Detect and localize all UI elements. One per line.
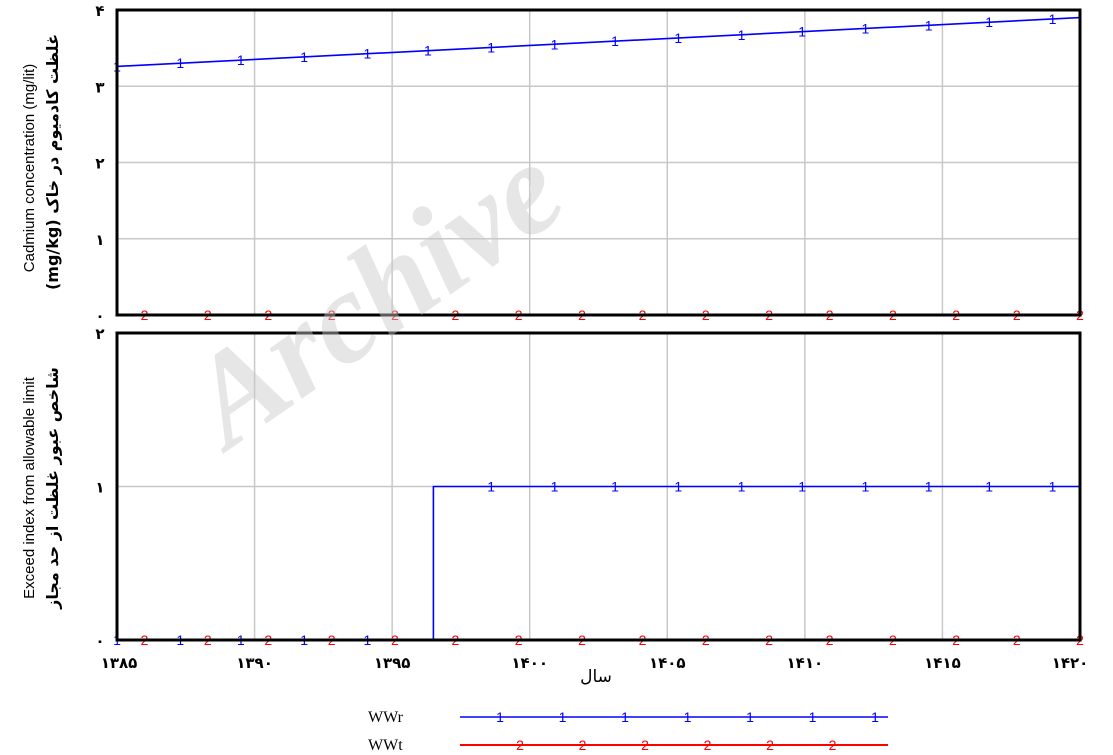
top-marker-WWr: 1	[861, 21, 869, 37]
top-y-tick-label: ۱	[95, 231, 104, 249]
x-tick-label: ۱۴۲۰	[1052, 654, 1089, 672]
bottom-marker-WWr: 1	[738, 479, 746, 495]
bottom-marker-WWr: 1	[611, 479, 619, 495]
top-marker-WWr: 1	[674, 30, 682, 46]
legend-marker-WWr: 1	[559, 709, 567, 725]
bottom-marker-WWr: 1	[487, 479, 495, 495]
watermark: Archive	[157, 116, 588, 478]
bottom-panel-frame	[115, 331, 1082, 642]
legend-marker-WWt: 2	[516, 737, 524, 753]
legend-marker-WWr: 1	[809, 709, 817, 725]
top-marker-WWr: 1	[738, 27, 746, 43]
top-marker-WWr: 1	[237, 52, 245, 68]
top-marker-WWr: 1	[424, 43, 432, 59]
top-marker-WWr: 1	[487, 39, 495, 55]
top-panel-series: 1 1 1 1 1 1 1 1 1 1 1 1 1 1 1 12 2 2 2 2 2 2 2 2 2 2 2 2 2 2 2	[113, 11, 1084, 323]
top-marker-WWr: 1	[611, 33, 619, 49]
legend-marker-WWt: 2	[641, 737, 649, 753]
axis-tick-labels: ۰ ۱ ۲ ۳ ۴ ۰ ۱ ۲ ۱۳۸۵ ۱۳۹۰ ۱۳۹۵ ۱۴۰۰ ۱۴۰۵ ۱۴۱۰ ۱۴۱۵ ۱۴۲۰	[95, 2, 1088, 672]
legend-marker-WWt: 2	[579, 737, 587, 753]
top-marker-WWr: 1	[176, 55, 184, 71]
bottom-marker-WWr: 1	[985, 479, 993, 495]
bottom-marker-WWr: 1	[925, 479, 933, 495]
bottom-y-tick-label: ۱	[95, 479, 104, 497]
top-series-line-WWr	[116, 16, 1081, 68]
top-marker-WWr: 1	[363, 46, 371, 62]
legend-marker-WWt: 2	[766, 737, 774, 753]
top-marker-WWr: 1	[798, 24, 806, 40]
top-panel-frame	[115, 8, 1082, 317]
x-tick-label: ۱۴۰۰	[511, 654, 548, 672]
top-y-tick-label: ۰	[95, 307, 104, 325]
bottom-y-axis-label-en: Exceed index from allowable limit	[21, 376, 38, 599]
bottom-y-axis-label-fa: شاخص عبور غلظت از حد مجاز	[43, 367, 62, 610]
bottom-y-tick-label: ۰	[95, 632, 104, 650]
x-tick-label: ۱۴۱۵	[924, 654, 961, 672]
bottom-marker-WWr: 1	[674, 479, 682, 495]
top-panel-grid	[117, 10, 1080, 315]
top-y-tick-label: ۳	[95, 78, 104, 96]
x-tick-label: ۱۴۰۵	[649, 654, 686, 672]
top-marker-WWr: 1	[1049, 11, 1057, 27]
bottom-series-line-WWr	[117, 485, 1080, 641]
bottom-marker-WWr: 1	[861, 479, 869, 495]
top-y-tick-label: ۲	[95, 155, 104, 173]
x-tick-label: ۱۳۹۰	[236, 654, 273, 672]
legend-marker-WWr: 1	[496, 709, 504, 725]
bottom-panel-series: 1 1 1 1 11 1 1 1 1 1 1 1 1 12 2 2 2 2 2 2 2 2 2 2 2 2 2 2 2	[113, 479, 1084, 649]
x-tick-label: ۱۳۸۵	[101, 654, 138, 672]
legend-marker-WWt: 2	[704, 737, 712, 753]
bottom-marker-WWr: 1	[1049, 479, 1057, 495]
x-tick-label: ۱۴۱۰	[787, 654, 824, 672]
legend-marker-WWt: 2	[829, 737, 837, 753]
top-y-axis-label-en: Cadmium concentration (mg/lit)	[21, 64, 38, 272]
top-marker-WWr: 1	[551, 36, 559, 52]
top-marker-WWr: 1	[985, 14, 993, 30]
top-marker-WWr: 1	[925, 17, 933, 33]
bottom-y-tick-label: ۲	[95, 325, 104, 343]
bottom-marker-WWr: 1	[551, 479, 559, 495]
legend-marker-WWr: 1	[746, 709, 754, 725]
top-y-tick-label: ۴	[95, 2, 104, 20]
legend: WWr 1 1 1 1 1 1 1 WWt 2 2 2 2 2 2	[368, 709, 888, 754]
legend-marker-WWr: 1	[871, 709, 879, 725]
bottom-marker-WWr: 1	[798, 479, 806, 495]
legend-label-WWt: WWt	[368, 737, 403, 754]
legend-marker-WWr: 1	[684, 709, 692, 725]
legend-label-WWr: WWr	[368, 709, 404, 726]
x-tick-label: ۱۳۹۵	[374, 654, 411, 672]
legend-marker-WWr: 1	[621, 709, 629, 725]
x-axis-label: سال	[580, 667, 612, 687]
top-marker-WWr: 1	[300, 49, 308, 65]
top-y-axis-label-fa: (mg/kg) غلظت کادمیوم در خاک	[43, 34, 62, 290]
